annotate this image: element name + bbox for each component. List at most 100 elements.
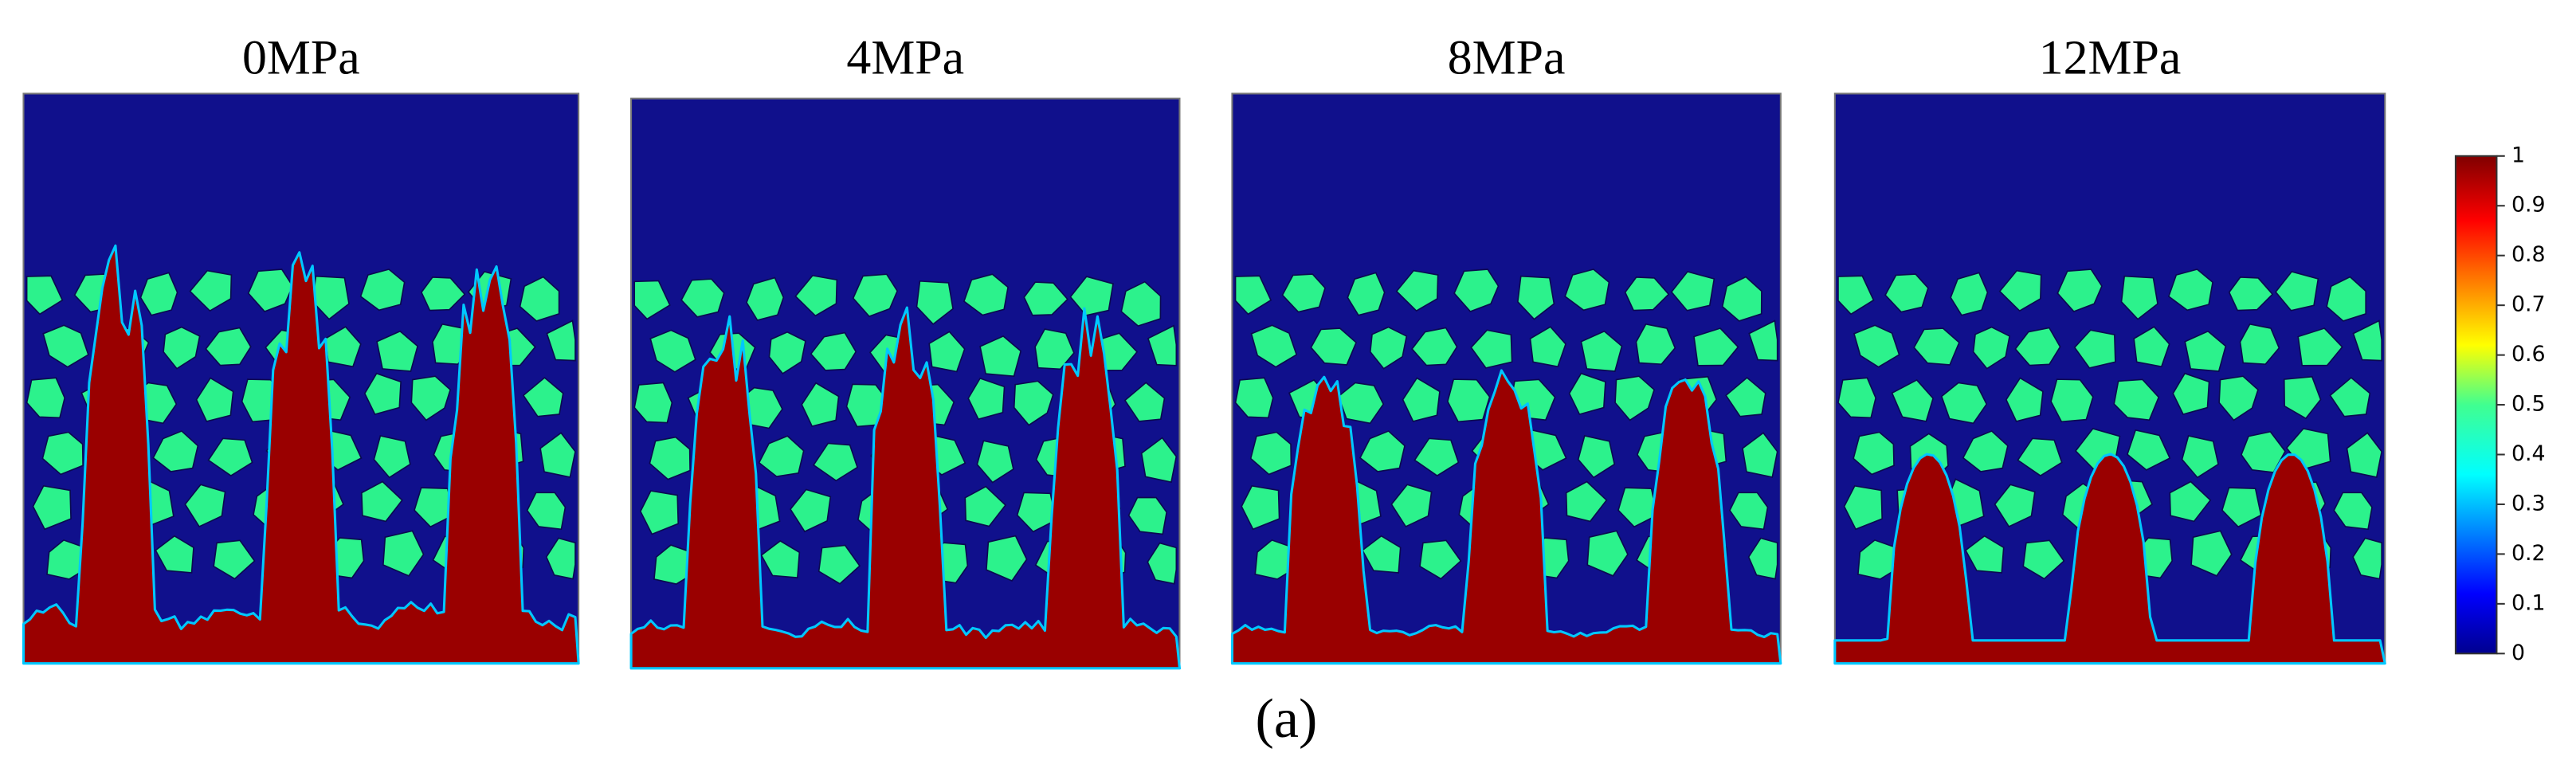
grain [373,435,411,479]
grain [152,430,199,472]
grain [376,330,419,372]
grain [976,440,1014,484]
grain [1013,380,1054,426]
colorbar-tick-label: 0.4 [2511,441,2546,466]
colorbar-tick-label: 0.3 [2511,491,2546,515]
grain [2283,375,2322,420]
grain [1586,530,1629,577]
grain [967,377,1006,421]
grain [1837,377,1877,419]
grain [2120,275,2158,320]
grain [1853,324,1900,368]
grain [1120,280,1162,327]
grain [519,276,560,322]
grain [1359,430,1406,472]
panel-title: 12MPa [2039,31,2182,85]
grain [2005,377,2044,422]
grain [2169,480,2212,523]
grain [1913,327,1960,366]
grain [526,492,567,531]
grain [1693,327,1739,366]
grain [539,432,576,478]
grain [1034,328,1075,370]
grain [2133,326,2170,368]
grain [789,488,832,533]
grain [746,276,785,321]
grain [1964,535,2005,574]
grain [1234,377,1274,419]
grain [1614,375,1656,421]
grain [155,535,194,574]
grain [916,280,954,325]
panel-title: 4MPa [846,31,964,85]
grain [522,376,564,417]
grain [1413,437,1460,477]
grain [41,431,84,476]
grain [1837,275,1875,316]
grain [2050,378,2094,423]
grain [1884,273,1929,313]
grain [986,535,1028,582]
grain [1234,275,1272,316]
grain [324,326,362,368]
grain [1127,496,1168,535]
grain [1419,539,1462,580]
grain [1742,432,1778,478]
grain [810,331,857,371]
grain [639,490,680,535]
grain [649,329,696,373]
grain [2352,319,2382,362]
grain [1564,268,1610,312]
grain [633,382,673,424]
grain [1453,268,1500,312]
grain [2329,376,2371,417]
grain [163,326,201,370]
grain [1069,276,1114,316]
fracture-region [1230,369,1782,665]
grain [979,335,1022,378]
grain [1577,435,1616,479]
grain [812,442,859,482]
grain [25,377,66,419]
caption: (a) [1256,688,1318,750]
grain [1748,319,1778,362]
grain [801,382,840,428]
grain [633,280,671,320]
grain [139,272,178,316]
grain [213,539,256,580]
grain [42,324,89,368]
grain [768,331,806,374]
grain [2346,432,2383,478]
grain [2274,270,2319,312]
grain [1241,484,1280,531]
grain [852,273,899,318]
grain [2022,539,2065,580]
colorbar-tick-label: 0 [2511,641,2525,665]
grain [758,435,805,477]
grain [195,377,234,422]
grain [1529,326,1566,368]
grain [546,319,576,362]
grain [649,436,691,480]
grain [1962,430,2009,472]
grain [189,269,233,312]
colorbar-tick-label: 0.2 [2511,541,2546,566]
grain [1249,431,1292,476]
grain [2297,327,2343,366]
grain [32,484,72,531]
grain [1023,281,1069,316]
grain [1147,542,1178,585]
grain [1972,326,2011,370]
fracture-region [22,244,580,665]
grain [1411,327,1458,366]
grain [1853,431,1895,476]
grain [2218,375,2259,421]
grain [2228,276,2274,312]
grain [1950,272,1989,316]
colorbar-tick-label: 1 [2511,143,2525,167]
grain [1998,269,2042,312]
grain [1843,484,1884,531]
colorbar [2454,155,2498,655]
grain [2167,268,2213,312]
grain [1565,480,1608,523]
